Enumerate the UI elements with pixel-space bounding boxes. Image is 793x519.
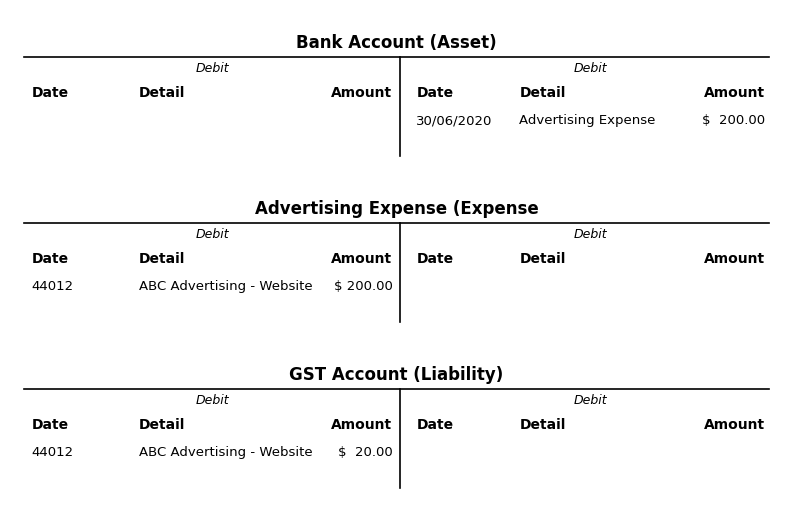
Text: Debit: Debit	[195, 62, 229, 75]
Text: Date: Date	[32, 252, 69, 266]
Text: Debit: Debit	[574, 62, 607, 75]
Text: 44012: 44012	[32, 280, 74, 293]
Text: Detail: Detail	[139, 86, 185, 100]
Text: Debit: Debit	[574, 228, 607, 241]
Text: Debit: Debit	[195, 228, 229, 241]
Text: Amount: Amount	[331, 86, 393, 100]
Text: Amount: Amount	[331, 418, 393, 432]
Text: GST Account (Liability): GST Account (Liability)	[289, 366, 504, 384]
Text: Date: Date	[416, 418, 454, 432]
Text: Date: Date	[32, 418, 69, 432]
Text: Debit: Debit	[195, 394, 229, 407]
Text: Detail: Detail	[139, 252, 185, 266]
Text: Amount: Amount	[704, 418, 765, 432]
Text: $ 200.00: $ 200.00	[334, 280, 393, 293]
Text: Detail: Detail	[139, 418, 185, 432]
Text: Date: Date	[416, 86, 454, 100]
Text: $  200.00: $ 200.00	[702, 114, 765, 127]
Text: Amount: Amount	[704, 86, 765, 100]
Text: Date: Date	[416, 252, 454, 266]
Text: Amount: Amount	[704, 252, 765, 266]
Text: Detail: Detail	[519, 418, 565, 432]
Text: Detail: Detail	[519, 86, 565, 100]
Text: Date: Date	[32, 86, 69, 100]
Text: Advertising Expense: Advertising Expense	[519, 114, 656, 127]
Text: Bank Account (Asset): Bank Account (Asset)	[297, 34, 496, 52]
Text: $  20.00: $ 20.00	[338, 446, 393, 459]
Text: Debit: Debit	[574, 394, 607, 407]
Text: Detail: Detail	[519, 252, 565, 266]
Text: Advertising Expense (Expense: Advertising Expense (Expense	[255, 200, 538, 218]
Text: 44012: 44012	[32, 446, 74, 459]
Text: Amount: Amount	[331, 252, 393, 266]
Text: ABC Advertising - Website: ABC Advertising - Website	[139, 446, 312, 459]
Text: ABC Advertising - Website: ABC Advertising - Website	[139, 280, 312, 293]
Text: 30/06/2020: 30/06/2020	[416, 114, 492, 127]
